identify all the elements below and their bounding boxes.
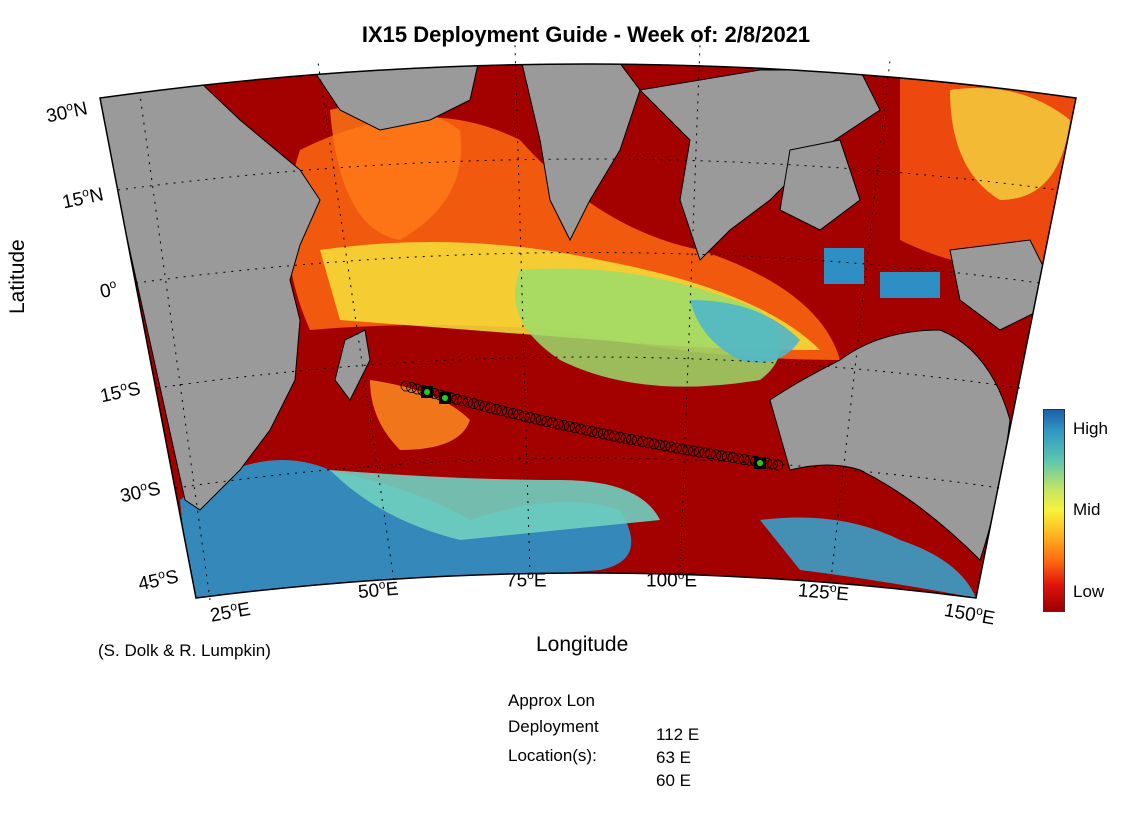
x-axis-label: Longitude <box>536 633 629 656</box>
deployment-dot-112e <box>757 460 763 466</box>
track-point <box>603 429 615 441</box>
deployment-dot-60e <box>424 389 430 395</box>
track-point <box>541 416 553 427</box>
madagascar-land <box>334 329 371 401</box>
deployment-heading-1: Approx Lon <box>508 691 595 710</box>
track-point <box>496 405 508 417</box>
track-point <box>716 450 727 462</box>
track-point <box>513 409 525 421</box>
track-point <box>648 438 660 450</box>
track-point <box>676 443 688 455</box>
map-frame <box>99 63 1077 599</box>
arabia-land <box>309 64 481 131</box>
track-point <box>721 451 733 463</box>
deployment-markers <box>421 386 766 469</box>
ocean-field-timor-blue <box>880 272 940 298</box>
track-point <box>767 458 778 470</box>
track-point <box>659 440 671 452</box>
deployment-location-3: 60 E <box>656 771 691 790</box>
borneo-land <box>779 139 861 231</box>
ocean-field-southern-blue <box>180 460 632 598</box>
map-title: IX15 Deployment Guide - Week of: 2/8/202… <box>361 22 811 47</box>
new-guinea-land <box>949 239 1061 331</box>
track-point <box>738 454 750 465</box>
track-point <box>502 406 513 418</box>
track-point <box>473 399 485 411</box>
track-point <box>581 424 592 436</box>
track-point <box>682 444 694 456</box>
deployment-dot-63e <box>442 395 448 401</box>
track-point <box>626 434 637 445</box>
track-point <box>535 414 547 426</box>
lon-tick-125e: 125oE <box>797 580 850 606</box>
track-point <box>631 435 643 447</box>
track-point <box>620 432 632 444</box>
y-axis-label: Latitude <box>6 239 29 314</box>
lon-tick-100e: 100oE <box>646 568 698 592</box>
track-point <box>671 442 682 454</box>
track-point <box>547 417 558 429</box>
ocean-field-southeast-blue <box>760 517 976 598</box>
deployment-location-1: 112 E <box>656 725 700 744</box>
track-point <box>710 449 722 461</box>
track-point <box>654 439 665 451</box>
ocean-field-cyan <box>690 300 800 363</box>
track-point <box>733 453 744 465</box>
track-point <box>569 422 581 434</box>
track-point <box>462 396 474 408</box>
lon-tick-50e: 50oE <box>357 577 400 604</box>
track-point <box>665 441 677 453</box>
track-point <box>699 447 711 459</box>
track-point <box>614 431 626 443</box>
track-point <box>586 426 598 437</box>
track-point <box>519 410 530 422</box>
track-point <box>451 393 463 405</box>
colorbar-high-label: High <box>1073 419 1108 438</box>
track-point <box>468 398 480 410</box>
track-point <box>637 436 649 448</box>
track-point <box>693 446 705 458</box>
track-point <box>609 430 620 442</box>
track-point <box>485 402 496 414</box>
track-point <box>490 403 502 415</box>
ocean-field-madagascar-orange <box>370 380 470 450</box>
track-point <box>575 423 587 435</box>
ocean-field-banda-blue <box>824 248 864 284</box>
ocean-field-southern-cyan <box>330 470 660 540</box>
track-point <box>688 445 699 457</box>
track-point <box>705 448 716 460</box>
track-point <box>772 459 784 471</box>
colorbar <box>1043 409 1065 612</box>
track-point <box>524 412 536 423</box>
track-point <box>400 380 412 392</box>
credit-text: (S. Dolk & R. Lumpkin) <box>98 641 271 660</box>
lon-tick-75e: 75oE <box>506 568 547 592</box>
colorbar-low-label: Low <box>1073 582 1105 601</box>
track-point <box>727 452 739 464</box>
africa-land <box>100 81 321 511</box>
track-point <box>507 408 519 419</box>
india-land <box>519 64 641 242</box>
track-point <box>592 427 603 439</box>
deployment-location-2: 63 E <box>656 748 691 767</box>
track-point <box>643 437 654 449</box>
track-point <box>406 382 418 393</box>
ocean-field-pacific-yellow <box>950 88 1070 200</box>
deployment-heading-2: Deployment <box>508 717 599 736</box>
ocean-field-north-orange <box>330 103 462 240</box>
track-point <box>479 401 491 412</box>
track-point <box>564 421 575 433</box>
australia-land <box>769 329 1011 561</box>
track-point <box>456 395 468 407</box>
track-point <box>552 418 564 430</box>
deployment-heading-3: Location(s): <box>508 746 597 765</box>
track-point <box>530 413 541 425</box>
track-point <box>558 419 570 431</box>
track-point <box>597 428 609 440</box>
colorbar-mid-label: Mid <box>1073 500 1101 519</box>
